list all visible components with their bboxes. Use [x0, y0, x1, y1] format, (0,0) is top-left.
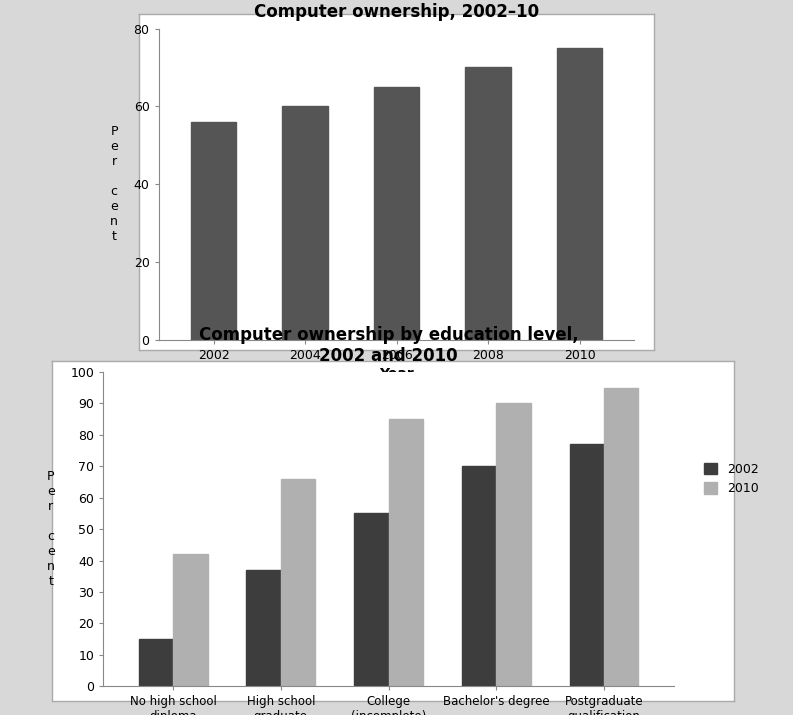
Bar [281, 479, 316, 686]
Y-axis label: P
e
r

c
e
n
t: P e r c e n t [47, 470, 55, 588]
Bar [173, 554, 208, 686]
Bar [247, 570, 281, 686]
Bar [389, 419, 423, 686]
Bar [557, 48, 603, 340]
Bar [190, 122, 236, 340]
Title: Computer ownership, 2002–10: Computer ownership, 2002–10 [254, 4, 539, 21]
Bar [462, 466, 496, 686]
Bar [354, 513, 389, 686]
X-axis label: Year: Year [379, 368, 414, 381]
Title: Computer ownership by education level,
2002 and 2010: Computer ownership by education level, 2… [199, 326, 578, 365]
Bar [496, 403, 531, 686]
Bar [465, 67, 511, 340]
Bar [139, 639, 173, 686]
Bar [282, 107, 328, 340]
Y-axis label: P
e
r

c
e
n
t: P e r c e n t [110, 125, 118, 243]
Bar [374, 87, 419, 340]
Bar [569, 444, 604, 686]
Legend: 2002, 2010: 2002, 2010 [698, 457, 765, 501]
Bar [604, 388, 638, 686]
